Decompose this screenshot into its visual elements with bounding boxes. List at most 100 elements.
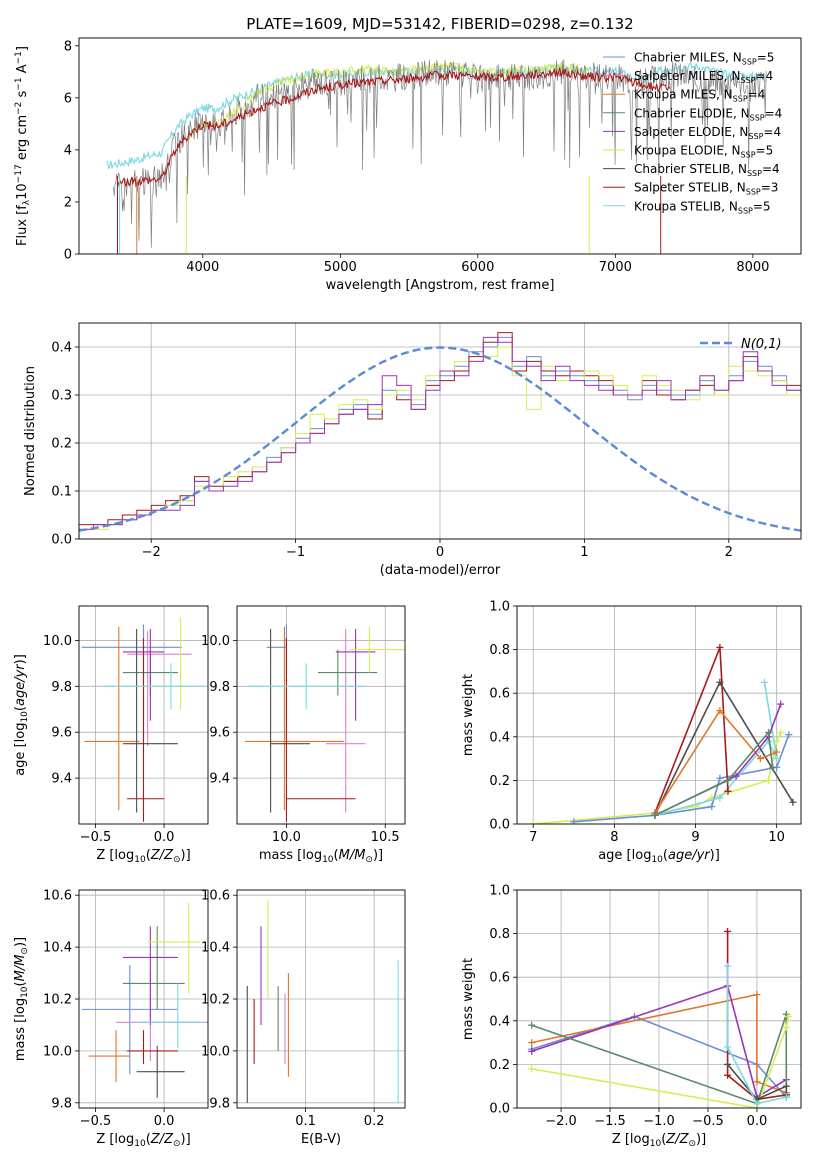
x-tick-label: 10 xyxy=(768,830,785,845)
x-tick-label: −1 xyxy=(286,545,305,560)
x-axis-label-part: 10 xyxy=(134,855,146,865)
panel-mass-weight-vs-Z: −2.0 −1.5 −1.0 −0.5 0.0 0.0 0.2 0.4 0.6 0.8 1.0 Z [… xyxy=(461,884,802,1149)
x-axis-label-part: ( xyxy=(663,848,668,863)
y-tick-label: 10.6 xyxy=(201,889,230,904)
legend-imf: Salpeter ELODIE, N xyxy=(634,125,748,139)
y-axis-label-part: )] xyxy=(13,654,28,664)
plot-area xyxy=(106,59,767,254)
legend-sub: SSP xyxy=(733,95,748,104)
x-axis-label-part: )] xyxy=(181,848,191,863)
spectrum-data xyxy=(113,59,767,248)
x-axis-label: Z [log10(Z/Z⊙)] xyxy=(612,1132,706,1149)
y-axis-label-part: −1 xyxy=(14,77,24,90)
legend-label: Chabrier MILES, NSSP=5 xyxy=(634,51,774,67)
legend-label: Kroupa ELODIE, NSSP=5 xyxy=(634,144,773,160)
x-tick-label: 8 xyxy=(610,830,618,845)
x-axis-label-part: ⊙ xyxy=(173,1139,181,1149)
plot-area xyxy=(81,902,208,1098)
y-tick-label: 10.0 xyxy=(201,634,230,649)
legend-sub: SSP xyxy=(741,151,756,160)
legend-label: Salpeter ELODIE, NSSP=4 xyxy=(634,125,781,141)
panel-age-vs-mass: 10.0 10.5 9.4 9.6 9.8 10.0 mass [log10(M/M⊙)] xyxy=(201,605,406,865)
legend-label: Chabrier ELODIE, NSSP=4 xyxy=(634,106,782,122)
x-tick-label: −2.0 xyxy=(545,1114,577,1129)
y-tick-label: 9.8 xyxy=(209,680,230,695)
y-tick-label: 0.2 xyxy=(489,774,510,789)
x-tick-label: 0.1 xyxy=(295,1114,316,1129)
weight-line-kroupa_miles xyxy=(531,993,787,1094)
weight-line-kroupa_elodie xyxy=(531,1016,790,1108)
panel-age-vs-Z: −0.5 0.09.49.69.810.0Z [log10(Z/Z⊙)]age [… xyxy=(13,605,209,865)
y-tick-label: 1.0 xyxy=(489,884,510,899)
x-axis-label-part: ⊙ xyxy=(688,1139,696,1149)
x-axis-label-part: Z [log xyxy=(96,848,134,863)
y-tick-label: 0.0 xyxy=(489,818,510,833)
legend-imf: Kroupa ELODIE, N xyxy=(634,144,741,158)
y-tick-label: 0.1 xyxy=(51,485,72,500)
y-tick-label: 8 xyxy=(64,39,72,54)
y-axis-label-part: )] xyxy=(13,937,28,947)
x-axis-label-part: age [log xyxy=(598,848,651,863)
legend-label: Kroupa STELIB, NSSP=5 xyxy=(634,199,771,215)
y-axis-label-part: age/yr xyxy=(13,663,28,706)
x-axis-label-part: 10 xyxy=(134,1139,146,1149)
x-tick-label: 0.0 xyxy=(154,1114,175,1129)
plot-area xyxy=(528,927,792,1108)
x-axis-label-part: ⊙ xyxy=(173,855,181,865)
panel-mass-vs-ebv: 0.1 0.2 9.8 10.0 10.2 10.4 10.6 E(B-V) xyxy=(201,889,406,1147)
legend-imf: Kroupa MILES, N xyxy=(634,88,733,102)
y-axis-label-part: 10 xyxy=(20,986,30,998)
y-tick-label: 9.8 xyxy=(209,1096,230,1111)
y-axis-label: mass weight xyxy=(461,958,476,1040)
x-tick-label: 4000 xyxy=(186,260,219,275)
weight-line-kroupa_stelib xyxy=(726,966,787,1105)
x-tick-label: 6000 xyxy=(461,260,494,275)
y-axis-label-part: Normed distribution xyxy=(23,366,38,496)
legend-label: N(0,1) xyxy=(741,337,782,352)
plot-area xyxy=(529,643,797,824)
y-axis-label-part: s xyxy=(15,90,30,101)
weight-line-chabrier_elodie xyxy=(531,1014,788,1105)
x-tick-label: 2 xyxy=(725,545,733,560)
axes-frame xyxy=(78,605,209,825)
x-axis-label-part: (data-model)/error xyxy=(380,563,501,578)
y-tick-label: 0 xyxy=(64,248,72,263)
histogram-kroupa_elodie xyxy=(79,346,801,539)
y-axis-label-part: Flux [f xyxy=(15,205,30,246)
y-axis-label-part: −2 xyxy=(14,102,24,115)
legend-n: =3 xyxy=(761,181,779,195)
y-tick-label: 0.8 xyxy=(489,927,510,942)
legend-label: Kroupa MILES, NSSP=4 xyxy=(634,88,765,104)
y-axis-label: Normed distribution xyxy=(23,366,38,496)
y-tick-label: 10.4 xyxy=(201,941,230,956)
y-tick-label: 0.6 xyxy=(489,971,510,986)
y-tick-label: 9.8 xyxy=(51,1096,72,1111)
x-tick-label: 1 xyxy=(580,545,588,560)
x-tick-label: 8000 xyxy=(736,260,769,275)
axes-frame xyxy=(516,889,802,1109)
weight-line-chabrier_miles xyxy=(573,734,790,823)
y-axis-label-part: ⊙ xyxy=(20,947,30,955)
legend-sub: SSP xyxy=(738,206,753,215)
x-tick-label: 0.2 xyxy=(364,1114,385,1129)
x-tick-label: 0.0 xyxy=(747,1114,768,1129)
y-tick-label: 6 xyxy=(64,91,72,106)
x-tick-label: −0.5 xyxy=(692,1114,724,1129)
y-tick-label: 9.8 xyxy=(51,680,72,695)
y-tick-label: 0.2 xyxy=(489,1058,510,1073)
x-tick-label: 0.0 xyxy=(154,830,175,845)
y-axis-label-part: ( xyxy=(13,706,28,711)
plot-area xyxy=(81,617,206,822)
x-tick-label: −1.5 xyxy=(594,1114,626,1129)
y-axis-label: Flux [fλ10−17 erg cm−2 s−1 A−1] xyxy=(14,46,32,246)
panel-mass-vs-Z: −0.5 0.09.810.010.210.410.6Z [log10(Z/Z⊙)… xyxy=(13,889,209,1149)
legend-n: =4 xyxy=(756,69,774,83)
normal-curve xyxy=(79,346,801,532)
x-axis-label-part: ( xyxy=(146,848,151,863)
x-axis-label-part: Z [log xyxy=(612,1132,650,1147)
x-axis-label-part: Z/Z xyxy=(665,1132,689,1147)
x-axis-label-part: ⊙ xyxy=(365,855,373,865)
x-axis-label: age [log10(age/yr)] xyxy=(598,848,720,865)
legend-sub: SSP xyxy=(748,132,763,141)
y-tick-label: 0.4 xyxy=(489,730,510,745)
